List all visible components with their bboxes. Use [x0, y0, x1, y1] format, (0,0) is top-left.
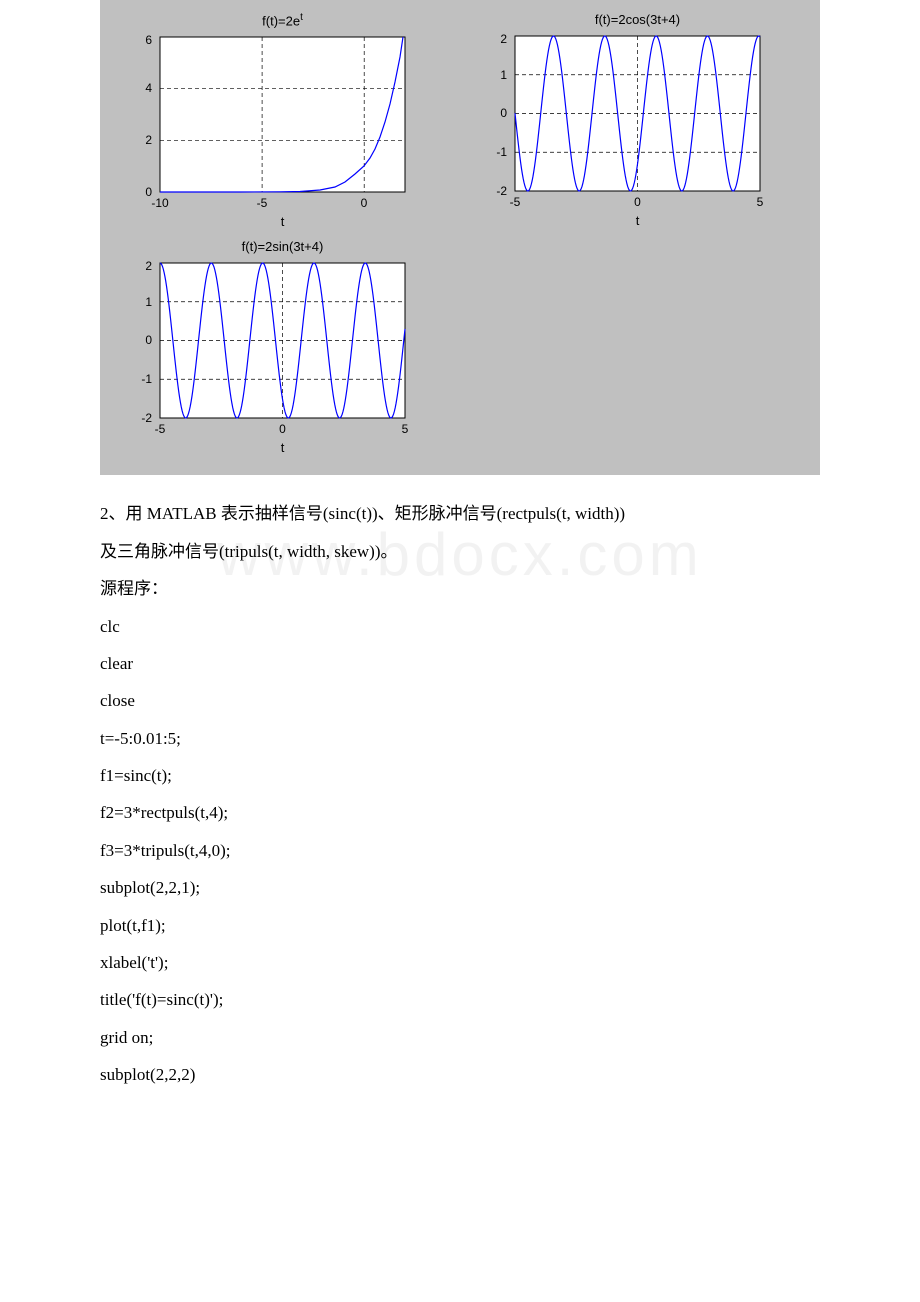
title-sup: t: [300, 12, 303, 23]
subplot-3-title: f(t)=2sin(3t+4): [120, 239, 445, 254]
svg-text:1: 1: [500, 68, 507, 82]
svg-text:-2: -2: [496, 184, 507, 198]
svg-text:0: 0: [361, 196, 368, 210]
svg-text:-1: -1: [141, 372, 152, 386]
code-line: clc: [100, 608, 820, 645]
title-text: f(t)=2e: [262, 13, 300, 28]
svg-text:-2: -2: [141, 411, 152, 425]
source-label: 源程序：: [100, 570, 820, 607]
svg-text:0: 0: [145, 333, 152, 347]
subplot-1: f(t)=2et 0 2 4 6: [120, 12, 445, 229]
svg-text:-5: -5: [257, 196, 268, 210]
code-line: xlabel('t');: [100, 944, 820, 981]
code-line: plot(t,f1);: [100, 907, 820, 944]
svg-text:2: 2: [145, 259, 152, 273]
body-text: 2、用 MATLAB 表示抽样信号(sinc(t))、矩形脉冲信号(rectpu…: [100, 495, 820, 1093]
svg-text:2: 2: [145, 133, 152, 147]
code-line: subplot(2,2,1);: [100, 869, 820, 906]
question-2-line2: 及三角脉冲信号(tripuls(t, width, skew))。: [100, 533, 820, 570]
svg-text:2: 2: [500, 32, 507, 46]
question-2-line1: 2、用 MATLAB 表示抽样信号(sinc(t))、矩形脉冲信号(rectpu…: [100, 495, 820, 532]
svg-text:-10: -10: [151, 196, 169, 210]
subplot-2: f(t)=2cos(3t+4) -2 -1 0 1 2: [475, 12, 800, 229]
subplot-2-xlabel: t: [475, 213, 800, 228]
svg-text:5: 5: [757, 195, 764, 209]
svg-text:-1: -1: [496, 145, 507, 159]
subplot-1-axes: 0 2 4 6 -10 -5 0: [120, 32, 410, 212]
svg-text:0: 0: [500, 106, 507, 120]
svg-text:1: 1: [145, 295, 152, 309]
code-line: grid on;: [100, 1019, 820, 1056]
svg-text:5: 5: [402, 422, 409, 436]
svg-text:0: 0: [634, 195, 641, 209]
svg-text:0: 0: [279, 422, 286, 436]
subplot-3-xlabel: t: [120, 440, 445, 455]
code-line: f2=3*rectpuls(t,4);: [100, 794, 820, 831]
code-line: title('f(t)=sinc(t)');: [100, 981, 820, 1018]
subplot-3-axes: -2 -1 0 1 2 -5 0 5: [120, 258, 410, 438]
code-line: f1=sinc(t);: [100, 757, 820, 794]
code-line: subplot(2,2,2): [100, 1056, 820, 1093]
code-line: t=-5:0.01:5;: [100, 720, 820, 757]
svg-text:-5: -5: [510, 195, 521, 209]
subplot-1-xlabel: t: [120, 214, 445, 229]
subplot-2-title: f(t)=2cos(3t+4): [475, 12, 800, 27]
subplot-1-title: f(t)=2et: [120, 12, 445, 28]
subplot-grid: f(t)=2et 0 2 4 6: [120, 12, 800, 455]
matlab-figure: f(t)=2et 0 2 4 6: [100, 0, 820, 475]
code-line: f3=3*tripuls(t,4,0);: [100, 832, 820, 869]
subplot-2-axes: -2 -1 0 1 2 -5 0 5: [475, 31, 765, 211]
svg-text:-5: -5: [155, 422, 166, 436]
svg-text:4: 4: [145, 81, 152, 95]
subplot-3: f(t)=2sin(3t+4) -2 -1 0 1 2 -5 0 5: [120, 239, 445, 455]
code-line: close: [100, 682, 820, 719]
svg-text:6: 6: [145, 33, 152, 47]
code-line: clear: [100, 645, 820, 682]
